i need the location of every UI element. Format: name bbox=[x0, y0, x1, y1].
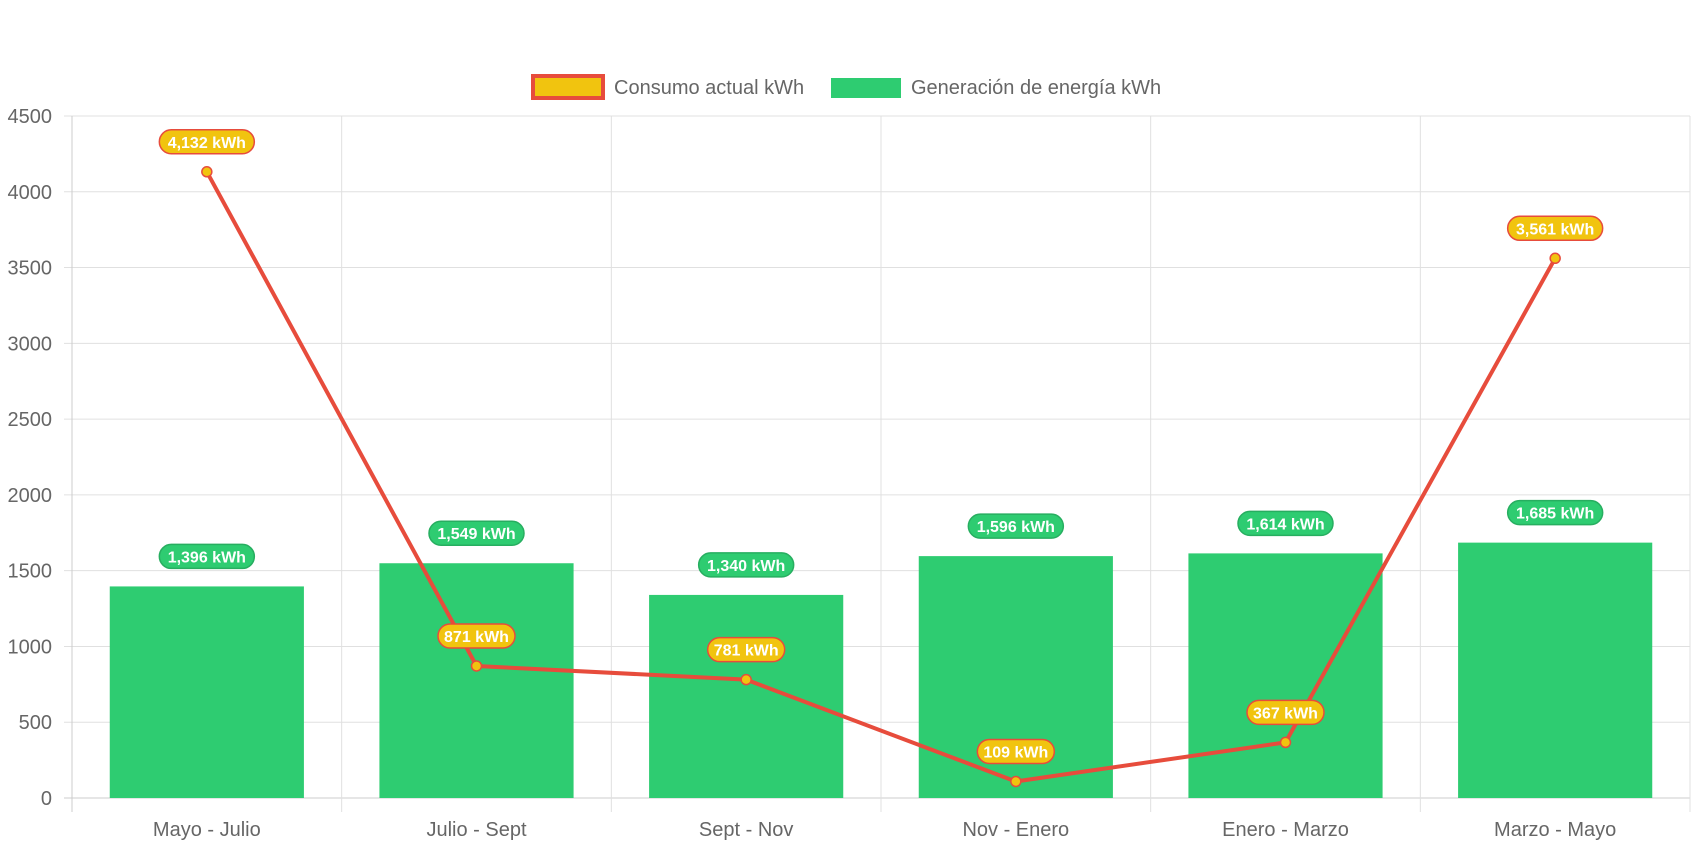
y-tick-label: 2000 bbox=[8, 485, 53, 507]
point-consumo[interactable] bbox=[1279, 736, 1292, 749]
x-tick-label: Sept - Nov bbox=[699, 819, 793, 841]
bar-value-label: 1,396 kWh bbox=[158, 543, 256, 570]
legend-item-consumo[interactable]: Consumo actual kWh bbox=[531, 74, 804, 100]
data-labels: 1,396 kWh 1,549 kWh 1,340 kWh 1,596 kWh 1,61… bbox=[158, 129, 1604, 765]
x-tick-label: Mayo - Julio bbox=[153, 819, 261, 841]
bar-value-label: 1,549 kWh bbox=[428, 520, 525, 546]
bar-generacion[interactable] bbox=[1458, 542, 1653, 798]
line-value-label: 4,132 kWh bbox=[158, 129, 256, 155]
legend-label-consumo: Consumo actual kWh bbox=[614, 77, 804, 99]
point-consumo[interactable] bbox=[470, 660, 483, 672]
point-consumo[interactable] bbox=[1010, 775, 1022, 788]
line-value-label-bg bbox=[1246, 699, 1325, 726]
x-tick-label: Nov - Enero bbox=[962, 819, 1069, 841]
bar-value-label: 1,596 kWh bbox=[967, 513, 1065, 539]
bar-value-label-bg bbox=[428, 520, 525, 546]
axes: 0 500 1000 1500 2000 2500 3000 3500 4000 4500 Mayo… bbox=[8, 106, 1617, 841]
y-tick-label: 1000 bbox=[8, 636, 53, 658]
bar-generacion[interactable] bbox=[379, 563, 574, 798]
bar-value-label-text: 1,596 kWh bbox=[977, 519, 1055, 536]
point-consumo[interactable] bbox=[201, 166, 213, 178]
bar-value-label-text: 1,340 kWh bbox=[707, 558, 785, 575]
y-tick-label: 2500 bbox=[8, 409, 53, 431]
point-consumo[interactable] bbox=[740, 673, 752, 686]
line-value-label: 367 kWh bbox=[1246, 699, 1325, 726]
x-tick-label: Enero - Marzo bbox=[1222, 819, 1349, 841]
y-tick-label: 4000 bbox=[8, 182, 53, 204]
bar-value-label: 1,614 kWh bbox=[1237, 510, 1334, 537]
legend-item-generacion[interactable]: Generación de energía kWh bbox=[831, 77, 1161, 99]
bar-value-label-bg bbox=[1506, 499, 1604, 526]
legend-swatch-consumo bbox=[531, 74, 605, 100]
legend-swatch-generacion bbox=[831, 78, 901, 98]
line-value-label: 3,561 kWh bbox=[1506, 215, 1604, 242]
bar-value-label-text: 1,549 kWh bbox=[437, 526, 515, 543]
line-value-label-bg bbox=[706, 636, 786, 663]
x-tick-label: Julio - Sept bbox=[426, 819, 526, 841]
bar-value-label-bg bbox=[697, 552, 795, 578]
line-value-label-bg bbox=[437, 623, 516, 649]
line-value-label: 781 kWh bbox=[706, 636, 786, 663]
bar-value-label-text: 1,396 kWh bbox=[168, 549, 246, 566]
line-value-label-bg bbox=[1506, 215, 1604, 242]
line-value-label: 109 kWh bbox=[976, 738, 1056, 765]
y-tick-label: 4500 bbox=[8, 106, 53, 128]
line-value-label-bg bbox=[158, 129, 256, 155]
y-tick-label: 3500 bbox=[8, 258, 53, 280]
line-value-label-text: 3,561 kWh bbox=[1516, 221, 1594, 238]
line-value-label-text: 4,132 kWh bbox=[168, 135, 246, 152]
bar-value-label-bg bbox=[1237, 510, 1334, 537]
bar-value-label-bg bbox=[158, 543, 256, 570]
line-series bbox=[201, 166, 1561, 788]
line-value-label-text: 781 kWh bbox=[714, 643, 779, 660]
bar-generacion[interactable] bbox=[109, 586, 304, 798]
line-value-label-bg bbox=[976, 738, 1056, 765]
line-value-label-text: 367 kWh bbox=[1253, 705, 1318, 722]
y-tick-label: 0 bbox=[41, 788, 52, 810]
bar-value-label: 1,340 kWh bbox=[697, 552, 795, 578]
line-value-label-text: 109 kWh bbox=[983, 744, 1048, 761]
line-value-label: 871 kWh bbox=[437, 623, 516, 649]
bar-value-label: 1,685 kWh bbox=[1506, 499, 1604, 526]
bar-value-label-text: 1,614 kWh bbox=[1246, 516, 1324, 533]
x-tick-label: Marzo - Mayo bbox=[1494, 819, 1616, 841]
line-consumo bbox=[205, 170, 1557, 784]
point-consumo[interactable] bbox=[1549, 252, 1561, 265]
bar-series bbox=[109, 542, 1653, 798]
legend: Consumo actual kWh Generación de energía… bbox=[531, 74, 1161, 100]
bar-value-label-bg bbox=[967, 513, 1065, 539]
bar-generacion[interactable] bbox=[1188, 553, 1383, 798]
bar-value-label-text: 1,685 kWh bbox=[1516, 506, 1594, 523]
y-tick-label: 3000 bbox=[8, 333, 53, 355]
y-tick-label: 500 bbox=[19, 712, 52, 734]
grid bbox=[64, 115, 1691, 812]
line-value-label-text: 871 kWh bbox=[444, 629, 509, 646]
y-tick-label: 1500 bbox=[8, 561, 53, 583]
legend-label-generacion: Generación de energía kWh bbox=[911, 77, 1161, 99]
bar-generacion[interactable] bbox=[649, 594, 844, 798]
